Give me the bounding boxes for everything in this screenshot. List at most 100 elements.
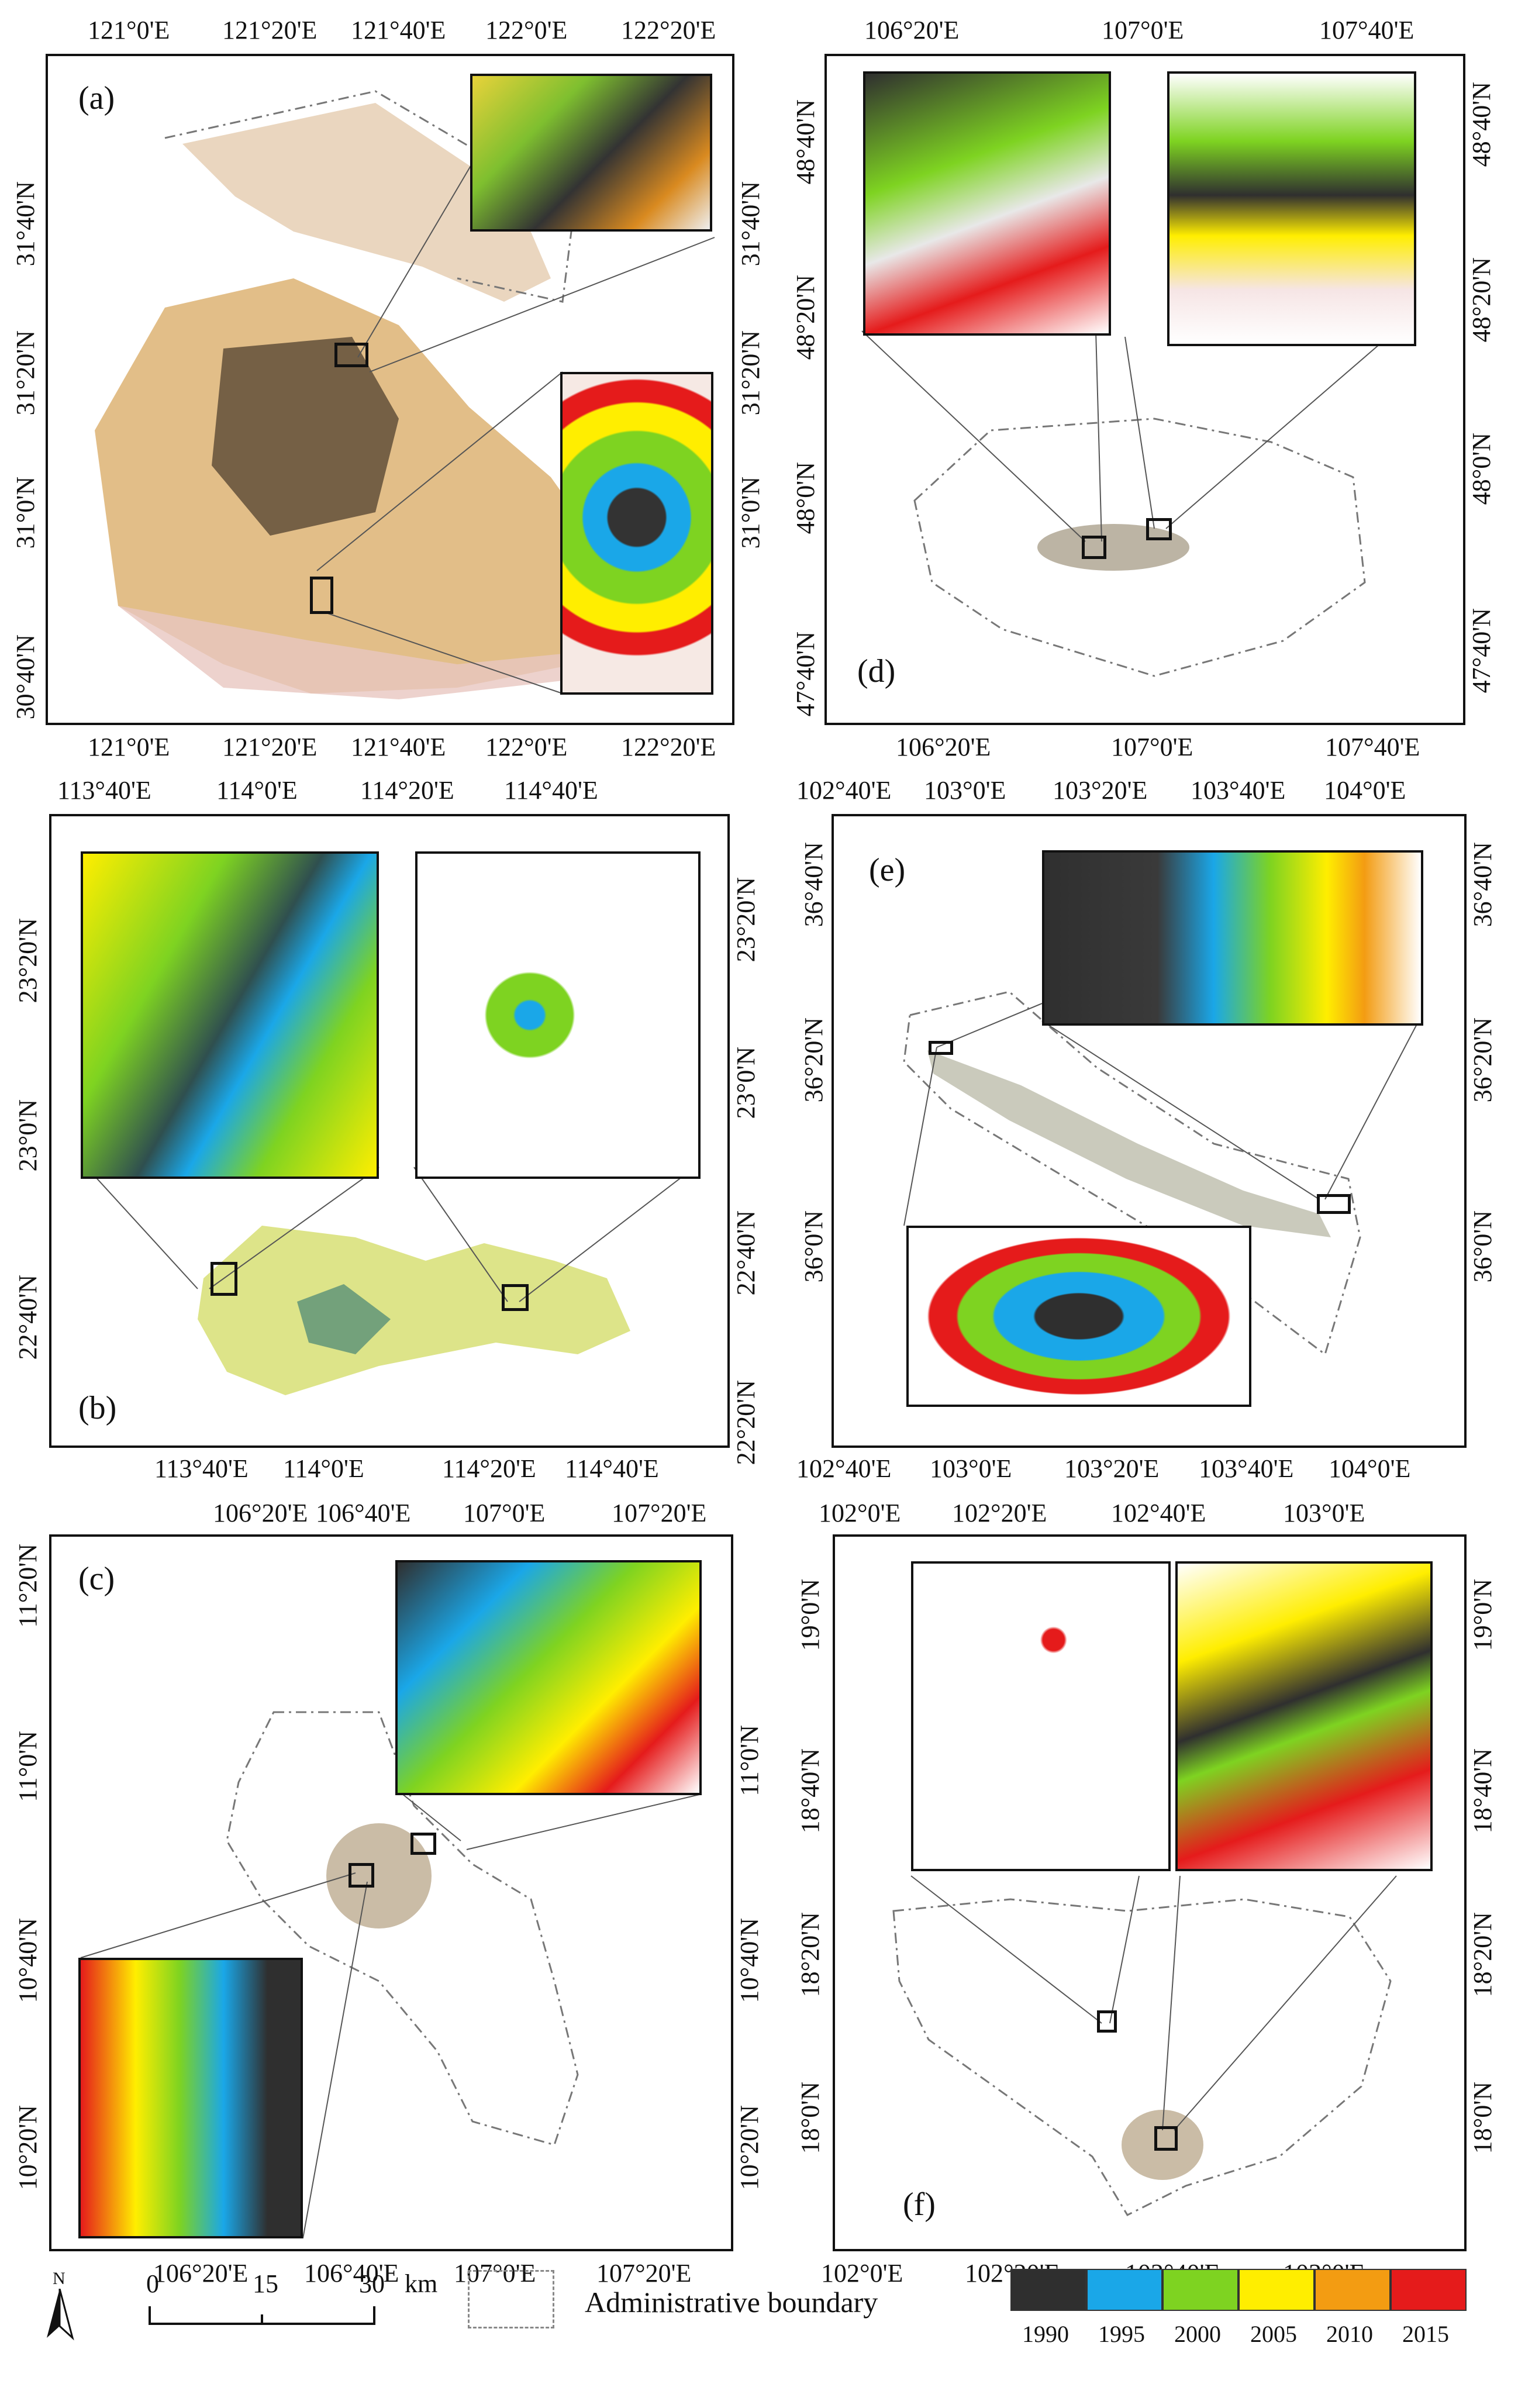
left-tick: 10°40'N	[13, 1918, 42, 2003]
leader-line	[316, 371, 563, 571]
bottom-tick: 103°0'E	[930, 1454, 1012, 1483]
top-tick: 114°0'E	[216, 776, 298, 805]
leader-line	[1095, 330, 1102, 542]
map-panel-e: (e)	[832, 814, 1467, 1448]
right-tick: 22°40'N	[732, 1210, 760, 1296]
legend-year: 2005	[1250, 2321, 1297, 2347]
zoom-box	[1317, 1194, 1351, 1214]
bottom-tick: 106°20'E	[896, 733, 991, 761]
left-tick: 48°0'N	[791, 462, 820, 534]
bottom-tick: 114°40'E	[565, 1454, 659, 1483]
bottom-tick: 114°0'E	[283, 1454, 364, 1483]
leader-line	[302, 1881, 368, 2239]
panel-label: (e)	[869, 852, 906, 888]
bottom-tick: 106°40'E	[304, 2259, 399, 2288]
north-label: N	[53, 2269, 65, 2288]
zoom-inset	[470, 74, 712, 232]
right-tick: 36°20'N	[1468, 1017, 1497, 1103]
top-tick: 107°40'E	[1319, 16, 1414, 44]
top-tick: 122°20'E	[621, 16, 716, 44]
bottom-tick: 113°40'E	[154, 1454, 249, 1483]
left-tick: 31°0'N	[11, 477, 40, 549]
left-tick: 48°40'N	[791, 99, 820, 185]
top-tick: 114°20'E	[360, 776, 454, 805]
top-tick: 103°0'E	[924, 776, 1006, 805]
legend-swatch-2005	[1238, 2269, 1315, 2311]
leader-line	[1109, 1875, 1140, 2024]
admin-boundary	[892, 1898, 1392, 2216]
leader-line	[86, 1167, 198, 1289]
left-tick: 30°40'N	[11, 634, 40, 720]
scale-bar-line	[149, 2306, 375, 2325]
left-tick: 19°0'N	[796, 1579, 824, 1651]
top-tick: 107°0'E	[463, 1499, 546, 1527]
leader-line	[413, 1167, 508, 1302]
leader-line	[1174, 1875, 1397, 2131]
bottom-tick: 107°20'E	[596, 2259, 692, 2288]
admin-boundary	[913, 418, 1366, 677]
left-tick: 48°20'N	[791, 275, 820, 360]
zoom-box	[1146, 518, 1172, 540]
left-tick: 23°0'N	[13, 1099, 42, 1172]
bottom-tick: 121°40'E	[351, 733, 446, 761]
legend-swatch-2010	[1315, 2269, 1391, 2311]
panel-label: (b)	[78, 1390, 117, 1426]
north-arrow: N	[42, 2269, 77, 2341]
scale-tick-label: 15	[253, 2269, 278, 2298]
legend-swatch-2015	[1391, 2269, 1467, 2311]
scale-bar: 0 15 30 km	[140, 2269, 491, 2339]
map-panel-d: (d)	[824, 54, 1465, 725]
right-tick: 18°20'N	[1468, 1912, 1497, 1998]
bottom-tick: 107°0'E	[454, 2259, 536, 2288]
boundary-legend-label: Administrative boundary	[585, 2286, 878, 2319]
boundary-legend-swatch	[468, 2270, 554, 2328]
scale-tick-label: 0	[146, 2269, 159, 2298]
top-tick: 122°0'E	[485, 16, 568, 44]
panel-label: (c)	[78, 1561, 115, 1597]
urban-core	[1122, 2110, 1203, 2180]
bottom-tick: 107°40'E	[1325, 733, 1420, 761]
legend-swatch-1990	[1010, 2269, 1086, 2311]
leader-line	[322, 611, 563, 694]
zoom-inset	[863, 71, 1111, 336]
leader-line	[209, 1167, 380, 1289]
bottom-tick: 114°20'E	[442, 1454, 536, 1483]
panel-label: (d)	[857, 653, 896, 689]
zoom-box	[334, 343, 368, 367]
map-e-canvas	[903, 991, 1419, 1356]
leader-line	[936, 1003, 1043, 1048]
right-tick: 31°40'N	[736, 181, 765, 267]
panel-label: (f)	[903, 2186, 936, 2223]
map-panel-c: (c)	[49, 1534, 733, 2251]
map-panel-a: (a)	[46, 54, 734, 725]
right-tick: 18°0'N	[1468, 2082, 1497, 2154]
top-tick: 106°20'E	[213, 1499, 308, 1527]
top-tick: 121°20'E	[222, 16, 318, 44]
right-tick: 36°0'N	[1468, 1210, 1497, 1283]
right-tick: 48°20'N	[1467, 257, 1496, 343]
left-tick: 23°20'N	[13, 918, 42, 1003]
right-tick: 11°0'N	[735, 1725, 764, 1796]
urban-core	[212, 337, 399, 536]
left-tick: 10°20'N	[13, 2105, 42, 2190]
bottom-tick: 102°40'E	[796, 1454, 892, 1483]
zoom-inset	[560, 372, 713, 695]
right-tick: 48°0'N	[1467, 433, 1496, 505]
legend-swatch-1995	[1086, 2269, 1162, 2311]
left-tick: 47°40'N	[791, 632, 820, 717]
zoom-box	[1154, 2126, 1178, 2151]
legend-year: 2010	[1326, 2321, 1373, 2347]
zoom-inset	[415, 851, 701, 1179]
left-tick: 36°0'N	[799, 1210, 828, 1283]
left-tick: 18°40'N	[796, 1748, 824, 1834]
leader-line	[466, 1793, 702, 1850]
scale-tick-label: 30	[359, 2269, 385, 2298]
zoom-box	[349, 1863, 374, 1888]
bottom-tick: 103°40'E	[1199, 1454, 1294, 1483]
top-tick: 103°20'E	[1053, 776, 1148, 805]
left-tick: 22°40'N	[13, 1275, 42, 1360]
zoom-box	[310, 577, 333, 614]
leader-line	[903, 1047, 937, 1226]
left-tick: 11°20'N	[13, 1544, 42, 1628]
scale-unit: km	[405, 2269, 438, 2298]
